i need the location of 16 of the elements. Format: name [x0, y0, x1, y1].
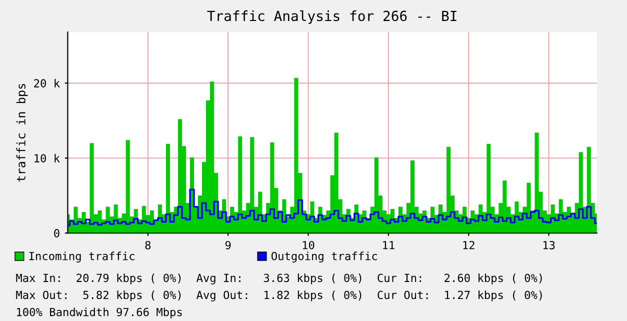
text: Max Out: 5.82 kbps ( 0%) Avg Out: 1.82 kbps ( 0%) Cur Out: 1.27 kbps ( 0%): [16, 290, 542, 302]
y-tick-label: 10 k: [34, 154, 60, 162]
y-axis-title: traffic in bps: [16, 84, 28, 182]
y-tick-label: 20 k: [34, 78, 60, 88]
legend-label: Outgoing traffic: [272, 252, 377, 262]
text: Max In: 20.79 kbps ( 0%) Avg In: 3.63 kbps ( 0%) Cur In: 2.60 kbps ( 0%): [16, 274, 542, 284]
legend-label: Incoming traffic: [29, 252, 134, 262]
text: 100% Bandwidth 97.66 Mbps: [17, 308, 182, 318]
x-tick-label: 10: [302, 240, 314, 250]
x-tick-label: 13: [543, 240, 555, 250]
x-tick-label: 11: [383, 241, 394, 250]
chart-title: Traffic Analysis for 266 -- BI: [207, 10, 456, 24]
x-tick-label: 8: [145, 240, 151, 250]
y-tick-label: 0: [54, 229, 60, 238]
x-tick-label: 12: [463, 240, 474, 250]
x-tick-label: 9: [225, 240, 231, 250]
